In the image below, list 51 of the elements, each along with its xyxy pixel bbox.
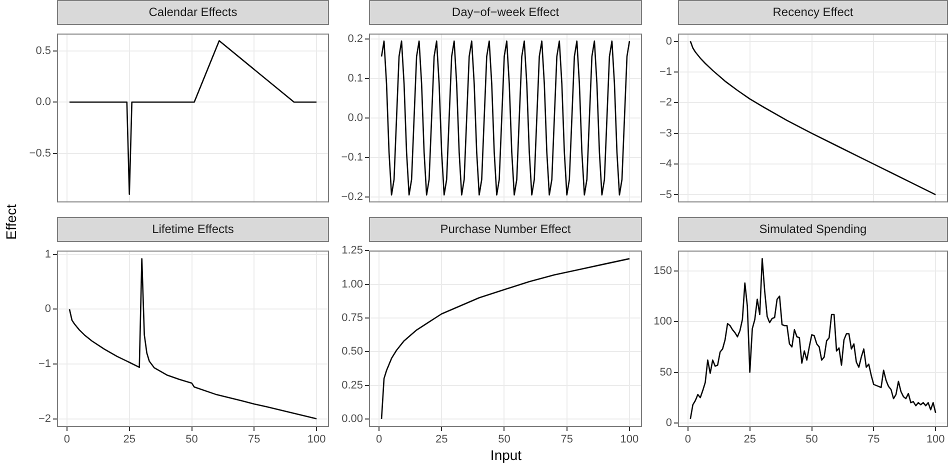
y-tick-label: 0 — [666, 35, 672, 48]
y-tick-label: −1 — [38, 358, 51, 370]
x-tick-label: 25 — [744, 434, 756, 446]
y-tick-label: −5 — [659, 188, 672, 201]
y-tick-label: 150 — [654, 264, 672, 277]
x-tick-label: 75 — [248, 434, 260, 446]
chart-title: Purchase Number Effect — [369, 217, 642, 242]
y-tick-label: −0.2 — [341, 190, 363, 203]
y-tick-label: 0.00 — [342, 412, 363, 425]
y-tick-label: 0 — [666, 416, 672, 429]
y-tick-label: 1.25 — [342, 244, 363, 257]
x-tick-label: 75 — [868, 434, 880, 446]
y-tick-label: 0.0 — [348, 112, 363, 124]
y-tick-label: −2 — [38, 412, 51, 425]
y-axis-title: Effect — [3, 204, 19, 240]
y-tick-label: 1 — [44, 248, 51, 260]
y-tick-label: 0.75 — [342, 312, 363, 324]
x-tick-label: 50 — [186, 434, 198, 446]
y-tick-label: 0.25 — [342, 379, 363, 392]
x-tick-label: 100 — [620, 434, 639, 446]
chart-title: Day−of−week Effect — [369, 0, 642, 25]
chart-title: Recency Effect — [678, 0, 948, 25]
y-tick-label: −0.1 — [341, 151, 363, 164]
chart-title: Lifetime Effects — [57, 217, 329, 242]
x-tick-label: 75 — [560, 434, 573, 446]
y-tick-label: −4 — [659, 158, 672, 170]
chart-title: Simulated Spending — [678, 217, 948, 242]
y-tick-label: −3 — [659, 127, 672, 140]
y-tick-label: 0 — [44, 303, 51, 316]
x-axis-title: Input — [490, 447, 522, 463]
y-tick-label: 0.1 — [348, 72, 363, 85]
y-tick-label: 50 — [660, 366, 672, 378]
x-tick-label: 100 — [926, 434, 945, 446]
y-tick-label: 0.2 — [348, 33, 363, 46]
y-tick-label: −1 — [659, 66, 672, 78]
y-tick-label: −2 — [659, 96, 672, 109]
x-tick-label: 100 — [307, 434, 326, 446]
y-tick-label: 0.50 — [342, 346, 363, 358]
y-tick-label: 100 — [654, 316, 672, 328]
x-tick-label: 0 — [684, 434, 691, 446]
chart-title: Calendar Effects — [57, 0, 329, 25]
y-tick-label: 0.5 — [36, 45, 51, 58]
x-tick-label: 0 — [376, 434, 382, 446]
y-tick-label: 0.0 — [36, 96, 51, 108]
y-tick-label: −0.5 — [29, 147, 51, 160]
x-tick-label: 25 — [123, 434, 136, 446]
x-tick-label: 50 — [806, 434, 818, 446]
x-tick-label: 50 — [498, 434, 510, 446]
x-tick-label: 25 — [436, 434, 448, 446]
y-tick-label: 1.00 — [342, 278, 363, 290]
x-tick-label: 0 — [64, 434, 70, 446]
